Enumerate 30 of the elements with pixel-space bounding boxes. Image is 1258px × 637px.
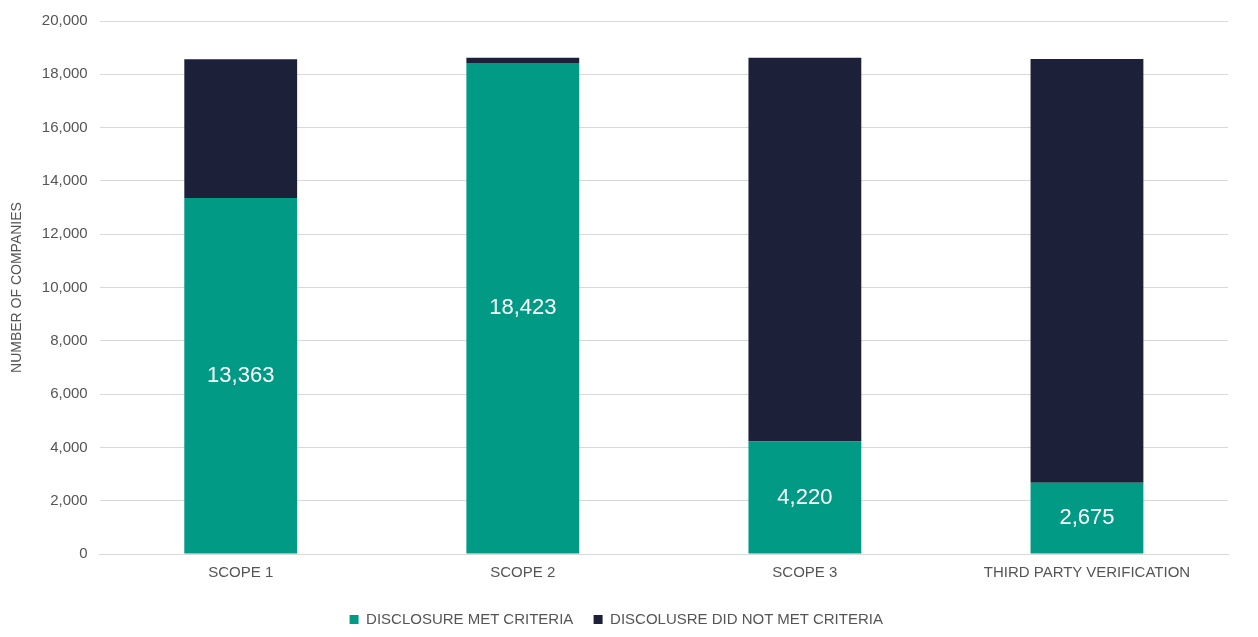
bar [1030,482,1144,554]
bar [184,197,298,554]
bar [1030,58,1144,483]
y-tick-label: 6,000 [50,384,88,402]
data-label: 18,423 [489,294,557,320]
y-tick-label: 2,000 [50,490,88,508]
x-tick-label: SCOPE 1 [208,563,274,581]
bar [748,441,862,554]
bar [466,63,580,554]
bar [466,57,580,64]
y-tick-label: 8,000 [50,330,88,348]
y-tick-label: 20,000 [41,11,88,29]
y-tick-label: 0 [79,544,88,562]
y-tick-label: 4,000 [50,437,88,455]
data-label: 4,220 [777,483,833,509]
x-tick-label: THIRD PARTY VERIFICATION [983,563,1191,581]
y-tick-label: 12,000 [41,224,88,242]
data-label: 13,363 [207,361,275,387]
x-tick-label: SCOPE 3 [772,563,838,581]
legend-label: DISCLOSURE MET CRITERIA [366,609,574,627]
x-tick-label: SCOPE 2 [490,563,556,581]
bar [748,57,862,442]
y-tick-label: 18,000 [41,64,88,82]
data-label: 2,675 [1059,504,1115,530]
y-axis-title: NUMBER OF COMPANIES [8,202,25,373]
legend-label: DISCOLUSRE DID NOT MET CRITERIA [610,609,883,627]
y-tick-label: 16,000 [41,117,88,135]
y-tick-label: 14,000 [41,171,88,189]
bar [184,59,298,198]
y-tick-label: 10,000 [41,277,88,295]
